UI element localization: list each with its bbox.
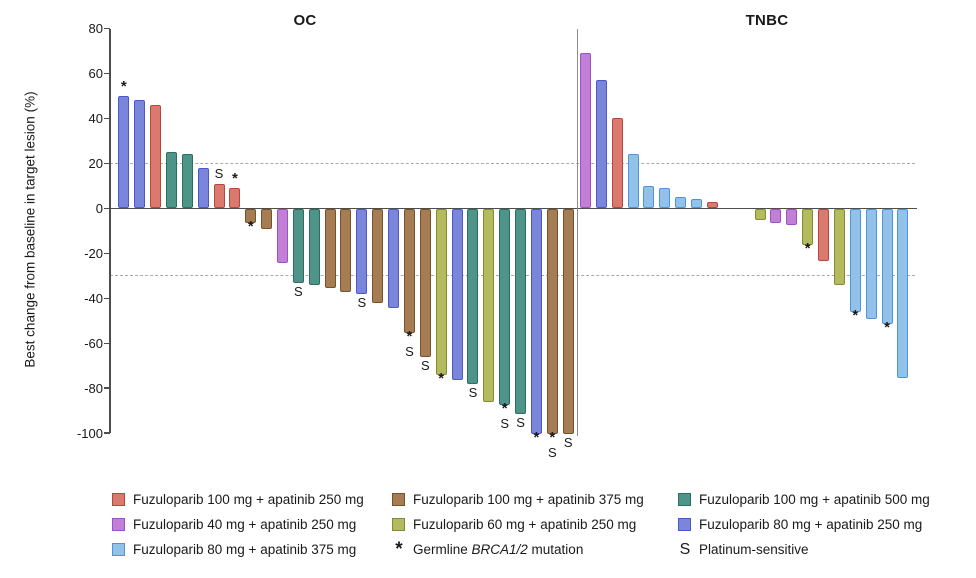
- brca-mutation-marker: *: [438, 370, 445, 388]
- bar: [150, 104, 162, 209]
- bar: [213, 183, 225, 209]
- platinum-sensitive-marker: S: [357, 295, 367, 311]
- bar: [261, 209, 273, 230]
- bar: [786, 209, 798, 225]
- panel-title-oc: OC: [293, 12, 317, 29]
- y-tick-label: 0: [95, 200, 103, 216]
- platinum-sensitive-marker: S: [468, 385, 478, 401]
- bar: [340, 209, 352, 293]
- brca-mutation-marker: *: [501, 399, 508, 417]
- y-tick-label: 60: [88, 65, 103, 81]
- bar: [770, 209, 782, 223]
- bar: [245, 209, 257, 223]
- bar: [118, 95, 130, 209]
- brca-mutation-marker: *: [231, 170, 238, 188]
- bar: [277, 209, 288, 264]
- y-tick-mark: [104, 162, 110, 164]
- y-axis-line: [109, 28, 111, 434]
- bar: [833, 209, 845, 286]
- y-tick-label: -100: [76, 425, 103, 441]
- platinum-sensitive-marker: S: [214, 165, 224, 181]
- y-tick-mark: [104, 117, 110, 119]
- panel-title-tnbc: TNBC: [745, 12, 789, 29]
- y-tick-label: -80: [84, 380, 103, 396]
- y-tick-mark: [104, 27, 110, 30]
- brca-mutation-marker: *: [884, 318, 890, 336]
- y-tick-mark: [104, 342, 110, 344]
- bar: [675, 197, 687, 209]
- y-tick-label: 40: [88, 110, 103, 126]
- brca-mutation-marker: *: [533, 428, 540, 446]
- bar: [849, 209, 861, 313]
- bar: [451, 209, 463, 380]
- bar: [308, 209, 320, 286]
- brca-mutation-marker: *: [247, 217, 254, 235]
- bar: [802, 209, 814, 246]
- bar: [546, 209, 558, 434]
- bar: [292, 209, 304, 284]
- y-tick-label: 20: [88, 155, 103, 171]
- y-tick-mark: [104, 207, 110, 209]
- bar: [595, 80, 607, 209]
- bar: [611, 118, 623, 209]
- y-tick-mark: [104, 297, 110, 299]
- bar: [181, 154, 193, 209]
- bar: [706, 201, 718, 209]
- y-tick-mark: [104, 387, 110, 389]
- y-tick-mark: [104, 432, 110, 434]
- bar: [818, 209, 830, 261]
- bar: [627, 154, 639, 209]
- bar: [562, 209, 574, 434]
- platinum-sensitive-marker: S: [420, 358, 430, 374]
- bar: [643, 185, 655, 209]
- bar: [691, 199, 703, 209]
- reference-line: [110, 162, 915, 164]
- y-tick-label: 80: [88, 21, 103, 37]
- y-tick-label: -60: [84, 335, 103, 351]
- bar: [580, 53, 591, 209]
- y-tick-mark: [104, 252, 110, 254]
- baseline-zero-line: [110, 207, 917, 210]
- bar: [134, 100, 146, 209]
- bar: [467, 209, 479, 385]
- brca-mutation-marker: *: [120, 77, 127, 95]
- bar: [435, 209, 447, 376]
- platinum-sensitive-marker: S: [516, 414, 525, 430]
- bar: [356, 209, 368, 295]
- y-tick-mark: [104, 72, 110, 75]
- platinum-sensitive-marker: S: [405, 343, 414, 359]
- bar: [388, 209, 400, 308]
- platinum-sensitive-marker: S: [547, 444, 557, 460]
- panel-divider-line: [576, 28, 578, 437]
- y-tick-label: -40: [84, 290, 103, 306]
- brca-mutation-marker: *: [804, 240, 811, 258]
- platinum-sensitive-marker: S: [294, 284, 303, 300]
- brca-mutation-marker: *: [549, 428, 556, 446]
- bar: [881, 209, 893, 324]
- bar: [515, 209, 527, 414]
- bar: [403, 209, 415, 333]
- platinum-sensitive-marker: S: [563, 434, 573, 450]
- bar: [530, 209, 542, 434]
- bar: [229, 188, 241, 209]
- bar: [659, 188, 671, 209]
- bar: [419, 209, 431, 358]
- bar: [483, 209, 495, 403]
- bar: [197, 167, 209, 209]
- bar: [372, 209, 384, 304]
- bar: [865, 209, 877, 320]
- bar: [897, 209, 909, 378]
- platinum-sensitive-marker: S: [500, 415, 510, 431]
- bar: [324, 209, 336, 288]
- y-tick-label: -20: [84, 245, 103, 261]
- brca-mutation-marker: *: [852, 307, 859, 325]
- bar: [499, 209, 511, 405]
- bar: [754, 209, 766, 221]
- reference-line: [110, 275, 915, 277]
- brca-mutation-marker: *: [406, 327, 413, 345]
- bar: [165, 152, 177, 209]
